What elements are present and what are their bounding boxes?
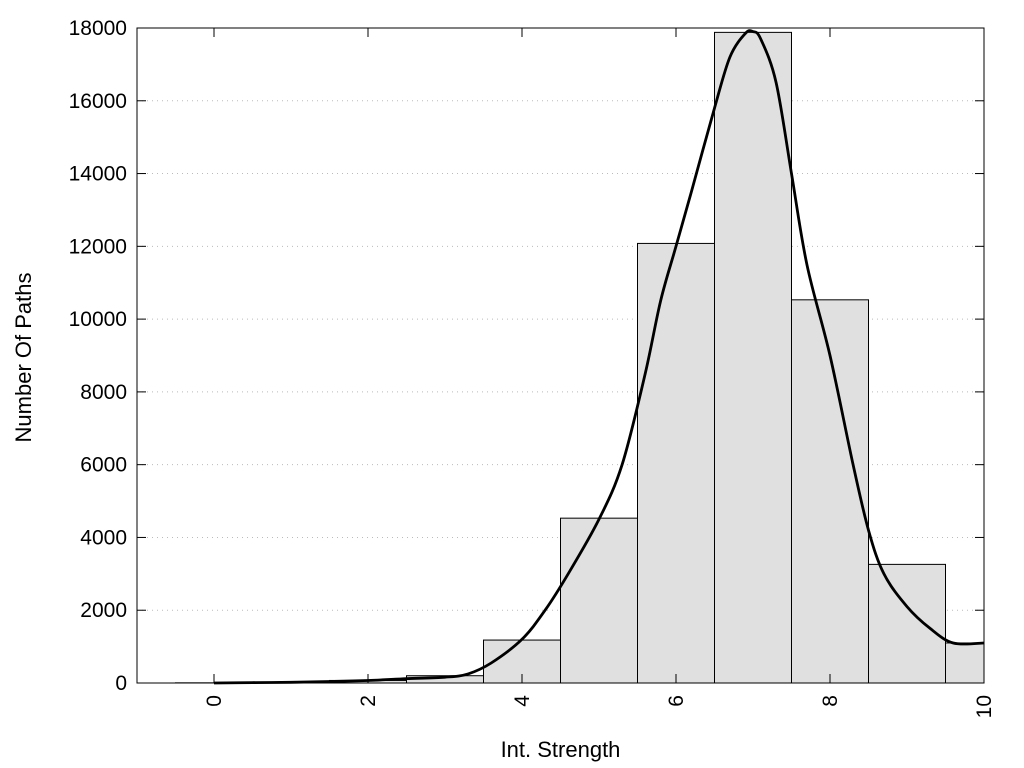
y-axis-ticks: 0 2000 4000 6000 8000 10000 12000 14000 16000 180… xyxy=(69,17,984,695)
density-curve xyxy=(213,29,985,685)
x-axis-ticks: 0 2 4 6 8 10 xyxy=(203,28,996,718)
histogram-bar xyxy=(945,642,984,683)
y-tick-label: 16000 xyxy=(69,90,127,113)
y-tick-label: 10000 xyxy=(69,308,127,331)
x-tick-label: 8 xyxy=(819,695,842,707)
y-tick-label: 14000 xyxy=(69,163,127,186)
x-tick-label: 0 xyxy=(203,695,226,707)
histogram-bar xyxy=(868,563,946,683)
y-tick-label: 12000 xyxy=(69,235,127,258)
histogram-bar xyxy=(791,299,869,683)
x-tick-label: 4 xyxy=(511,695,534,707)
histogram-bar xyxy=(714,31,792,683)
x-tick-label: 2 xyxy=(357,695,380,707)
density-curve-layer xyxy=(213,29,985,685)
y-tick-label: 2000 xyxy=(80,599,127,622)
x-axis-title: Int. Strength xyxy=(501,737,621,762)
x-tick-label: 10 xyxy=(973,695,996,718)
x-tick-label: 6 xyxy=(665,695,688,707)
plot-area-frame xyxy=(136,27,985,684)
y-tick-label: 6000 xyxy=(80,454,127,477)
histogram-bar xyxy=(637,242,715,683)
y-tick-label: 4000 xyxy=(80,526,127,549)
histogram-bars xyxy=(175,31,984,683)
y-tick-label: 8000 xyxy=(80,381,127,404)
histogram-bar xyxy=(560,517,638,683)
y-tick-label: 18000 xyxy=(69,17,127,40)
y-axis-title: Number Of Paths xyxy=(11,273,36,443)
y-tick-label: 0 xyxy=(115,672,127,695)
